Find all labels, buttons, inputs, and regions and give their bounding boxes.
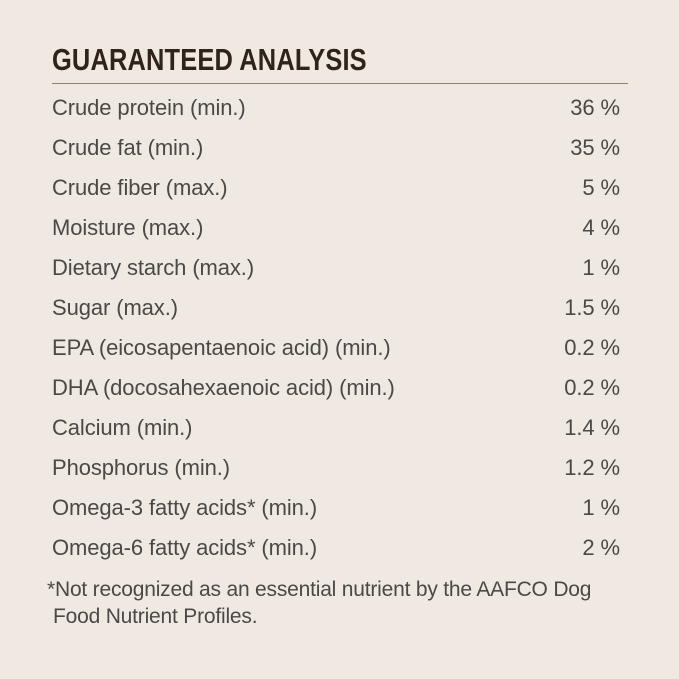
table-row: EPA (eicosapentaenoic acid) (min.) 0.2 % [52, 328, 628, 368]
row-label: Sugar (max.) [52, 295, 178, 320]
row-value: 36 % [570, 95, 620, 120]
row-value: 1.2 % [564, 455, 620, 480]
analysis-table: Crude protein (min.) 36 % Crude fat (min… [52, 88, 628, 568]
table-row: Calcium (min.) 1.4 % [52, 408, 628, 448]
row-value: 1 % [582, 495, 620, 520]
panel-content: GUARANTEED ANALYSIS Crude protein (min.)… [47, 0, 628, 630]
table-row: Omega-6 fatty acids* (min.) 2 % [52, 528, 628, 568]
row-label: Omega-3 fatty acids* (min.) [52, 495, 318, 520]
row-label: Dietary starch (max.) [52, 255, 255, 280]
table-row: Crude fat (min.) 35 % [52, 128, 628, 168]
row-value: 0.2 % [564, 375, 620, 400]
row-label: Phosphorus (min.) [52, 455, 231, 480]
table-row: Dietary starch (max.) 1 % [52, 248, 628, 288]
table-row: Moisture (max.) 4 % [52, 208, 628, 248]
row-label: Crude fat (min.) [52, 135, 204, 160]
row-label: DHA (docosahexaenoic acid) (min.) [52, 375, 395, 400]
title-underline [52, 83, 628, 84]
footnote: *Not recognized as an essential nutrient… [47, 576, 628, 630]
table-row: Phosphorus (min.) 1.2 % [52, 448, 628, 488]
footnote-line-2: Food Nutrient Profiles. [53, 605, 258, 628]
row-value: 1.4 % [564, 415, 620, 440]
table-row: DHA (docosahexaenoic acid) (min.) 0.2 % [52, 368, 628, 408]
row-label: Crude protein (min.) [52, 95, 246, 120]
row-label: Moisture (max.) [52, 215, 204, 240]
table-row: Sugar (max.) 1.5 % [52, 288, 628, 328]
row-label: EPA (eicosapentaenoic acid) (min.) [52, 335, 391, 360]
footnote-line-1: *Not recognized as an essential nutrient… [47, 578, 592, 601]
table-row: Omega-3 fatty acids* (min.) 1 % [52, 488, 628, 528]
row-label: Crude fiber (max.) [52, 175, 228, 200]
row-value: 2 % [582, 535, 620, 560]
row-value: 0.2 % [564, 335, 620, 360]
row-label: Omega-6 fatty acids* (min.) [52, 535, 318, 560]
row-value: 1.5 % [564, 295, 620, 320]
section-title: GUARANTEED ANALYSIS [52, 42, 367, 77]
row-value: 5 % [582, 175, 620, 200]
row-value: 1 % [582, 255, 620, 280]
row-label: Calcium (min.) [52, 415, 193, 440]
row-value: 4 % [582, 215, 620, 240]
row-value: 35 % [570, 135, 620, 160]
table-row: Crude fiber (max.) 5 % [52, 168, 628, 208]
table-row: Crude protein (min.) 36 % [52, 88, 628, 128]
